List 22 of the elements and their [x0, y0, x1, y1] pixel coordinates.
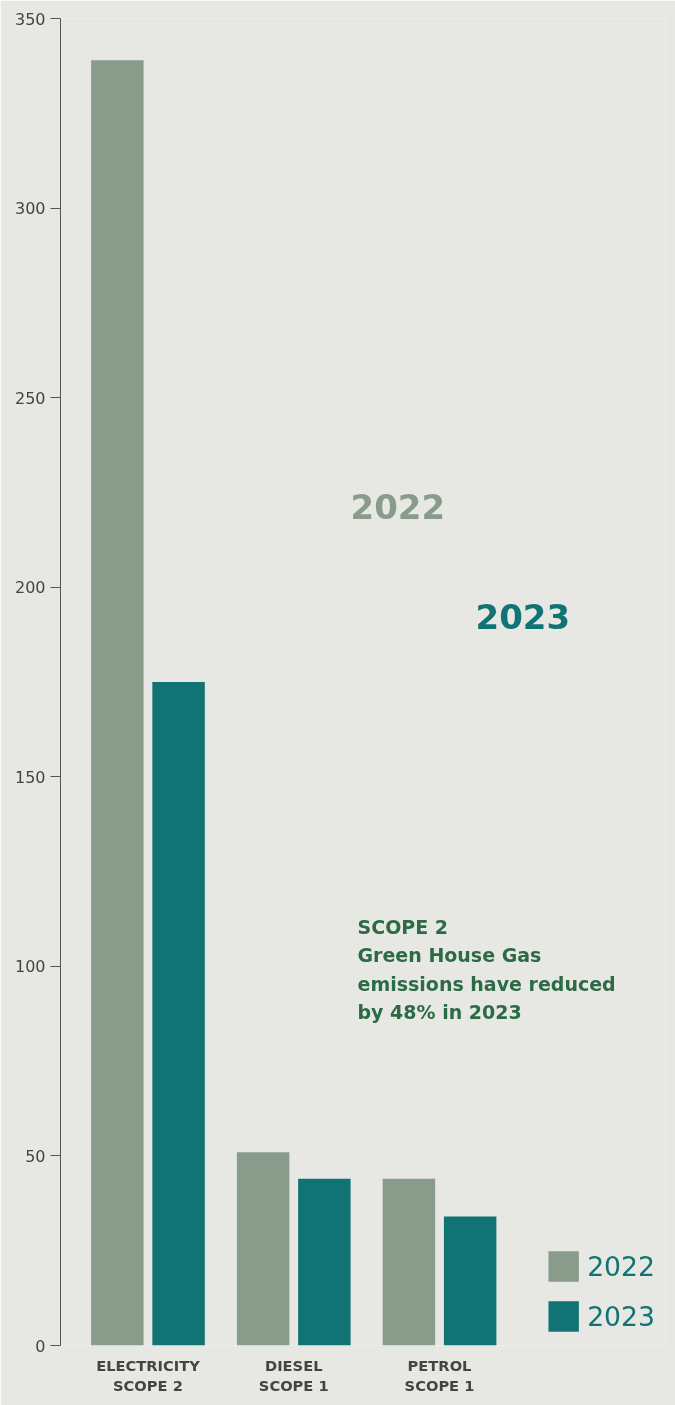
bar — [298, 1178, 351, 1346]
bar — [91, 60, 144, 1346]
x-tick-label: PETROL SCOPE 1 — [404, 1356, 475, 1394]
y-tick-label: 200 — [14, 578, 46, 598]
annotation: SCOPE 2 Green House Gas emissions have reduced by 48% in 2023 — [357, 915, 616, 1024]
y-tick-label: 0 — [35, 1336, 46, 1356]
y-tick-label: 300 — [14, 199, 46, 219]
annotation: 2023 — [475, 596, 571, 637]
x-tick-label: ELECTRICITY SCOPE 2 — [96, 1356, 201, 1394]
x-tick-label: DIESEL SCOPE 1 — [258, 1356, 329, 1394]
bar — [443, 1216, 497, 1346]
bar — [152, 682, 205, 1346]
bar — [382, 1178, 436, 1346]
y-tick-label: 250 — [14, 388, 46, 408]
y-tick-label: 150 — [14, 767, 46, 787]
y-tick-label: 350 — [14, 9, 46, 29]
y-tick-label: 50 — [25, 1146, 46, 1166]
bar — [236, 1152, 290, 1346]
y-tick-label: 100 — [14, 957, 46, 977]
legend-label: 2023 — [587, 1300, 655, 1332]
annotation: 2022 — [350, 486, 446, 527]
legend-label: 2022 — [587, 1250, 655, 1282]
